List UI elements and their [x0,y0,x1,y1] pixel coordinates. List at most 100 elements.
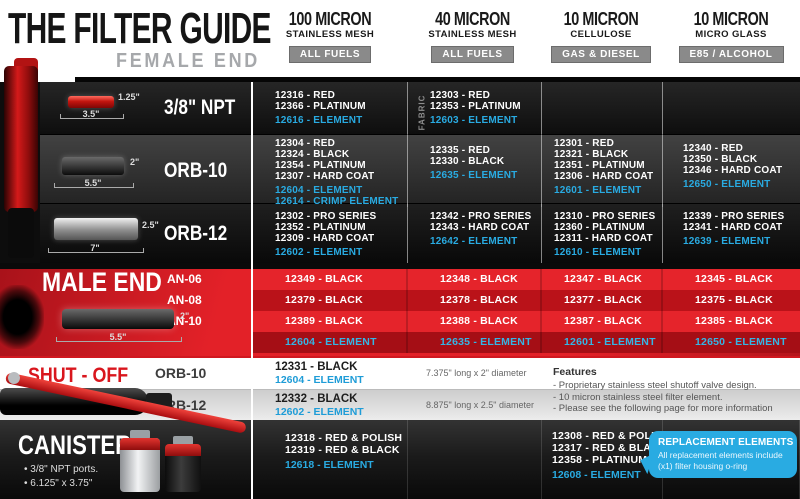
element-number: 12603 - ELEMENT [430,115,518,126]
parts-cell: 12331 - BLACK 12604 - ELEMENT [253,358,408,389]
row-label-orb10: ORB-10 [155,365,207,381]
row-male-elements: 12604 - ELEMENT 12635 - ELEMENT 12601 - … [0,332,800,353]
orb12-filter-image: 2.5" 7" [46,204,164,263]
element-number: 12616 - ELEMENT [275,115,363,126]
part-number: 12324 - BLACK [275,149,350,160]
part-number: 12360 - PLATINUM [554,222,645,233]
empty-cell [408,420,542,499]
element-number: 12614 - CRIMP ELEMENT [275,196,399,207]
label-column-divider [251,82,253,499]
parts-cell: 12339 - PRO SERIES 12341 - HARD COAT 126… [663,204,800,263]
element-number: 12608 - ELEMENT [552,469,641,481]
canister-red-cap [165,444,201,456]
filter-pill-silver [54,218,138,240]
male-fitting-photo [0,285,44,349]
part-number: 12306 - HARD COAT [554,171,654,182]
row-an08: AN-08 12379 - BLACK 12378 - BLACK 12377 … [0,290,800,311]
part-number: 12303 - RED [430,90,491,101]
male-filter-image: 2" 5.5" [50,303,200,353]
filter-pill-black [62,309,174,329]
part-number: 12350 - BLACK [683,154,758,165]
row-name: ORB-12 [164,221,228,245]
part-number: 12389 - BLACK [253,311,408,332]
part-number: 12332 - BLACK [275,393,358,405]
column-micron: 100 MICRON [288,9,372,29]
part-number: 12316 - RED [275,90,336,101]
dimension-width: 7" [90,243,100,253]
part-number: 12307 - HARD COAT [275,171,375,182]
part-number: 12388 - BLACK [408,311,542,332]
dimension-width: 3.5" [82,109,100,119]
row-label-an08: AN-08 [167,293,202,307]
canister-bracket [173,436,193,445]
column-header-10-micron-micro-glass: 10 MICRON MICRO GLASS E85 / ALCOHOL [662,10,800,63]
part-number: 12378 - BLACK [408,290,542,311]
size-note: 7.375" long x 2" diameter [426,368,527,378]
part-number: 12310 - PRO SERIES [554,211,656,222]
element-number: 12635 - ELEMENT [408,332,542,353]
callout-title: REPLACEMENT ELEMENTS [658,437,794,448]
element-number: 12650 - ELEMENT [663,332,800,353]
row-npt: 1.25" 3.5" 3/8" NPT 12316 - RED 12366 - … [0,82,800,134]
parts-cell: 12332 - BLACK 12602 - ELEMENT [253,390,408,421]
column-media: STAINLESS MESH [285,29,375,40]
part-number: 12358 - PLATINUM [552,454,648,466]
part-number: 12339 - PRO SERIES [683,211,785,222]
element-number: 12610 - ELEMENT [554,247,642,258]
parts-cell: 12342 - PRO SERIES 12343 - HARD COAT 126… [408,204,542,263]
dimension-height: 1.25" [118,92,140,102]
fuel-badge: ALL FUELS [288,46,372,63]
column-header-40-micron: 40 MICRON STAINLESS MESH ALL FUELS [405,10,540,63]
features-title: Features [553,366,597,378]
part-number: 12341 - HARD COAT [683,222,783,233]
part-number: 12377 - BLACK [542,290,663,311]
canister-photo-black [165,436,201,492]
part-number: 12311 - HARD COAT [554,233,653,244]
callout-body: All replacement elements include (x1) fi… [658,450,783,471]
part-number: 12330 - BLACK [430,156,505,167]
part-number: 12317 - RED & BLACK [552,442,667,454]
part-number: 12319 - RED & BLACK [285,444,400,456]
row-label-orb12: 2.5" 7" ORB-12 [0,204,253,263]
feature-item: - Please see the following page for more… [553,403,773,414]
filter-pill-red [68,96,114,108]
empty-cell [542,82,663,134]
dimension-line [56,337,182,342]
column-micron: 10 MICRON [563,9,639,29]
part-number: 12308 - RED & POLISH [552,430,670,442]
parts-cell: 12304 - RED 12324 - BLACK 12354 - PLATIN… [253,135,408,207]
shutoff-valve-pivot [8,372,20,384]
dimension-width: 5.5" [84,178,102,188]
part-number: 12346 - HARD COAT [683,165,783,176]
dimension-height: 2" [130,157,140,167]
parts-cell: 12340 - RED 12350 - BLACK 12346 - HARD C… [663,135,800,207]
parts-cell: 12302 - PRO SERIES 12352 - PLATINUM 1230… [253,204,408,263]
part-number: 12385 - BLACK [663,311,800,332]
row-label-an06: AN-06 [167,272,202,286]
filter-pill-black [62,157,124,175]
part-number: 12349 - BLACK [253,269,408,290]
column-media: CELLULOSE [570,29,632,40]
red-filter-cap [8,208,34,258]
element-number: 12635 - ELEMENT [430,170,518,181]
part-number: 12366 - PLATINUM [275,101,366,112]
part-number: 12304 - RED [275,138,336,149]
parts-cell: 12318 - RED & POLISH 12319 - RED & BLACK… [253,420,408,499]
fuel-badge: ALL FUELS [431,46,514,63]
part-number: 12343 - HARD COAT [430,222,530,233]
part-number: 12342 - PRO SERIES [430,211,532,222]
parts-cell: 12310 - PRO SERIES 12360 - PLATINUM 1231… [542,204,663,263]
orb10-filter-image: 2" 5.5" [46,135,164,207]
row-an06: AN-06 12349 - BLACK 12348 - BLACK 12347 … [0,269,800,290]
row-orb10: 2" 5.5" ORB-10 12304 - RED 12324 - BLACK… [0,134,800,207]
element-number: 12601 - ELEMENT [542,332,663,353]
section-divider-bar [0,263,800,269]
row-an10: AN-10 12389 - BLACK 12388 - BLACK 12387 … [0,311,800,332]
part-number: 12345 - BLACK [663,269,800,290]
features-block: Features - Proprietary stainless steel s… [553,366,795,415]
fuel-badge: E85 / ALCOHOL [678,46,784,63]
canister-red-cap [120,438,160,450]
canister-bracket [130,430,150,439]
section-title-canister: CANISTER [18,430,132,460]
header: THE FILTER GUIDE FEMALE END 100 MICRON S… [0,0,800,82]
